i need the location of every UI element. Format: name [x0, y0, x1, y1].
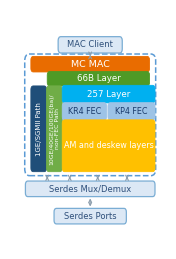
Text: MAC Client: MAC Client	[67, 40, 113, 49]
FancyBboxPatch shape	[62, 120, 155, 172]
FancyBboxPatch shape	[54, 208, 126, 224]
FancyBboxPatch shape	[31, 56, 150, 72]
FancyBboxPatch shape	[47, 71, 150, 86]
FancyBboxPatch shape	[62, 85, 155, 103]
Text: 1GE/SGMII Path: 1GE/SGMII Path	[36, 102, 42, 156]
FancyBboxPatch shape	[31, 86, 46, 172]
Text: Serdes Mux/Demux: Serdes Mux/Demux	[49, 184, 131, 193]
FancyBboxPatch shape	[46, 86, 62, 172]
Text: 10GE/40GE/100GE(ba)/
non-FEC Path: 10GE/40GE/100GE(ba)/ non-FEC Path	[49, 93, 60, 165]
Text: KR4 FEC: KR4 FEC	[68, 107, 101, 116]
FancyBboxPatch shape	[58, 37, 122, 53]
FancyBboxPatch shape	[108, 103, 155, 120]
Text: 66B Layer: 66B Layer	[77, 74, 120, 83]
Text: MC MAC: MC MAC	[71, 60, 110, 69]
Text: 257 Layer: 257 Layer	[87, 90, 130, 99]
FancyBboxPatch shape	[25, 181, 155, 197]
Text: Serdes Ports: Serdes Ports	[64, 212, 117, 221]
Text: KP4 FEC: KP4 FEC	[115, 107, 148, 116]
Text: AM and deskew layers: AM and deskew layers	[64, 141, 153, 150]
FancyBboxPatch shape	[62, 103, 107, 120]
